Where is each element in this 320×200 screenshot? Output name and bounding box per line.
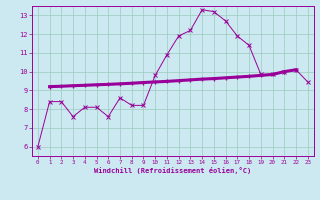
X-axis label: Windchill (Refroidissement éolien,°C): Windchill (Refroidissement éolien,°C) (94, 167, 252, 174)
